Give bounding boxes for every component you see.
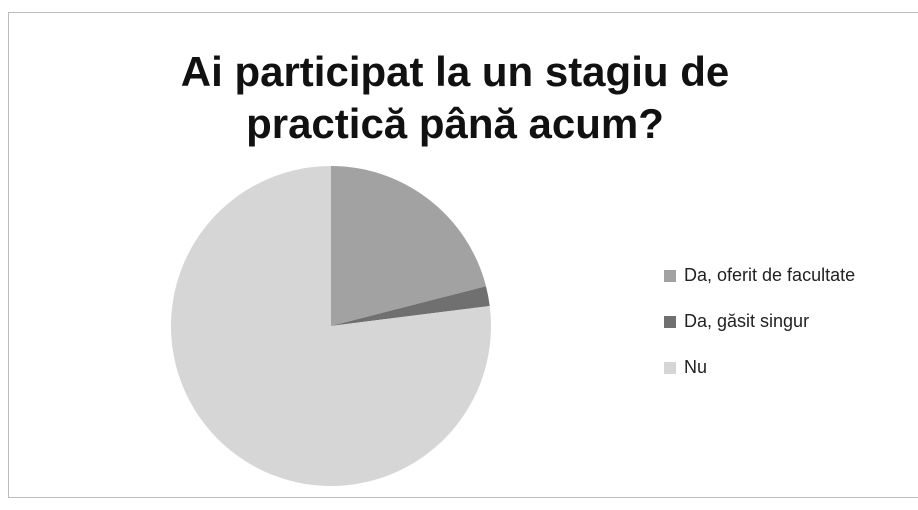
- legend-swatch: [664, 270, 676, 282]
- legend-label: Nu: [684, 357, 707, 377]
- chart-frame: [8, 12, 918, 498]
- pie-slice: [331, 286, 490, 326]
- pie-slice: [170, 166, 491, 487]
- legend-swatch: [664, 362, 676, 374]
- legend-label: Da, oferit de facultate: [684, 265, 855, 285]
- chart-title: Ai participat la un stagiu de practică p…: [180, 48, 730, 147]
- legend-label: Da, găsit singur: [684, 311, 809, 331]
- legend-swatch: [664, 316, 676, 328]
- pie-slice: [331, 166, 486, 326]
